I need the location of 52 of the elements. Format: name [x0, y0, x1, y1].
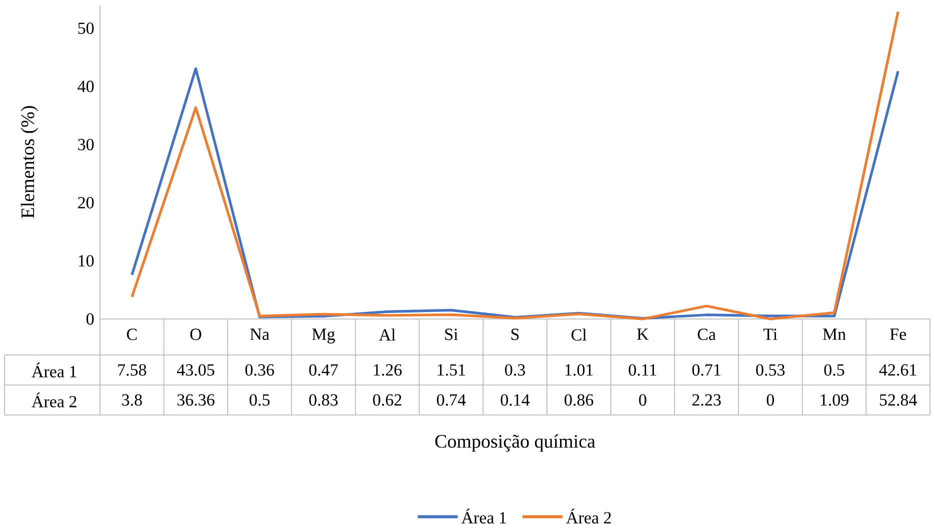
y-axis-title: Elementos (%) [20, 106, 38, 218]
x-tick-label: Na [250, 328, 270, 340]
data-label: 0.36 [245, 364, 274, 376]
x-tick-label: Ti [763, 328, 778, 340]
data-label: 7.58 [118, 364, 146, 376]
data-label: 0.74 [436, 394, 466, 406]
data-label: 0.53 [756, 364, 785, 376]
data-label: 42.61 [879, 364, 916, 376]
data-label: 0.83 [309, 394, 338, 406]
x-tick-label: Ca [698, 328, 716, 340]
data-label: 1.01 [565, 364, 593, 376]
data-label: 52.84 [880, 394, 917, 406]
y-tick-label: 30 [78, 138, 94, 150]
y-tick-label: 20 [78, 196, 94, 208]
y-tick-label: 50 [78, 22, 94, 34]
y-tick-label: 0 [86, 313, 94, 325]
y-tick-label: 10 [78, 255, 94, 267]
data-label: 0.14 [500, 394, 530, 406]
data-label: 0 [639, 394, 646, 406]
data-label: 0 [766, 394, 774, 406]
line-series [130, 10, 900, 320]
legend-label: Área 2 [566, 508, 611, 524]
data-label: 0.62 [373, 394, 402, 406]
data-label: 0.47 [309, 364, 338, 376]
x-tick-label: Fe [890, 328, 906, 340]
text: Área 1 [32, 362, 76, 378]
data-label: 36.36 [177, 394, 214, 406]
data-label: 0.11 [628, 364, 656, 376]
data-label: 0.5 [250, 394, 270, 406]
x-axis-title: Composição química [435, 434, 596, 452]
data-label: 43.05 [176, 364, 214, 376]
legend-label: Área 1 [461, 508, 506, 524]
data-label: 1.51 [438, 364, 466, 376]
x-tick-label: K [637, 328, 649, 340]
x-tick-label: Al [378, 328, 396, 340]
data-label: 1.26 [374, 364, 402, 376]
data-label: 3.8 [122, 394, 142, 406]
text: Área 2 [32, 392, 76, 408]
x-tick-label: S [511, 328, 519, 340]
x-tick-label: Si [445, 328, 458, 340]
x-tick-label: Mn [822, 328, 846, 340]
x-tick-label: O [190, 328, 202, 340]
data-label: 0.3 [505, 364, 525, 376]
y-tick-label: 40 [78, 80, 94, 92]
x-tick-label: Mg [312, 328, 335, 344]
x-tick-label: Cl [572, 328, 587, 341]
data-label: 0.86 [564, 394, 594, 406]
data-label: 2.23 [692, 394, 721, 406]
x-tick-label: C [126, 328, 137, 340]
data-label: 1.09 [820, 394, 848, 406]
data-label: 0.5 [824, 364, 844, 376]
data-label: 0.71 [692, 364, 720, 376]
